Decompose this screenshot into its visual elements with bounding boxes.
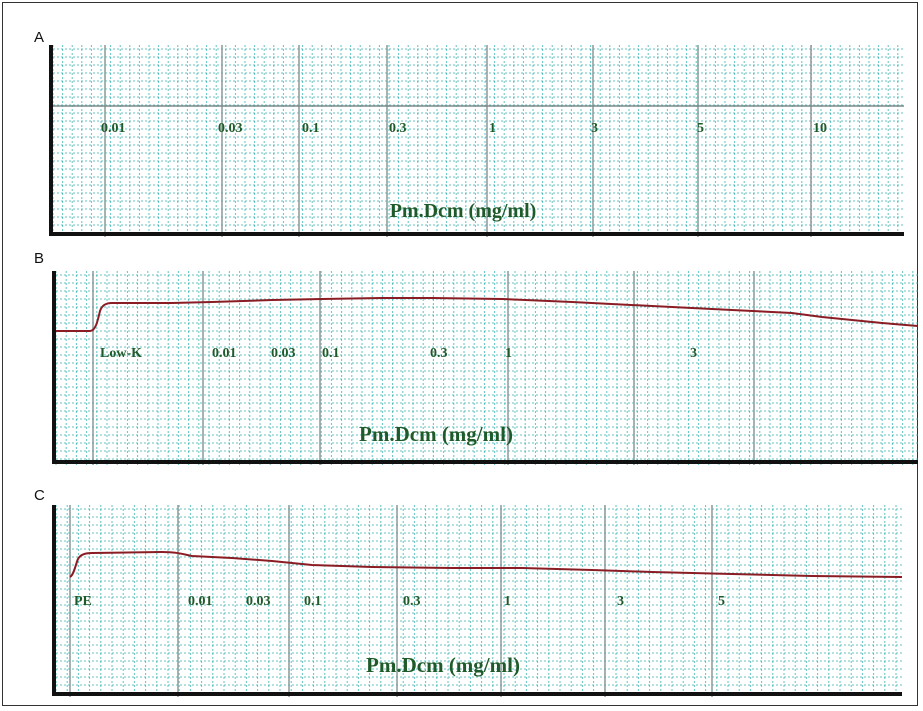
tick-label: 0.03 <box>271 346 296 361</box>
tension-trace <box>69 550 902 578</box>
panel-b-label: B <box>34 250 45 267</box>
tick-label: 0.1 <box>322 346 340 361</box>
grid-minor <box>49 45 904 237</box>
grid-major <box>69 505 713 697</box>
tick-label: 0.1 <box>302 121 320 136</box>
tick-label: 0.01 <box>188 594 213 609</box>
tension-trace <box>52 297 918 332</box>
tick-labels: Low-K 0.01 0.03 0.1 0.3 1 3 <box>100 346 697 361</box>
tick-label: 1 <box>505 346 512 361</box>
tick-label: 0.03 <box>218 121 243 136</box>
tick-label: 3 <box>690 346 697 361</box>
tick-label: 0.1 <box>304 594 322 609</box>
tick-label: 0.3 <box>403 594 421 609</box>
tick-label: 1 <box>489 121 496 136</box>
panel-c-chart: PE 0.01 0.03 0.1 0.3 1 3 5 Pm.Dcm (mg/ml) <box>52 505 902 697</box>
tick-label: 0.3 <box>430 346 448 361</box>
tick-label: Low-K <box>100 346 142 361</box>
tick-label: 10 <box>813 121 827 136</box>
panel-b-chart: Low-K 0.01 0.03 0.1 0.3 1 3 Pm.Dcm (mg/ml) <box>52 271 918 465</box>
tick-labels: PE 0.01 0.03 0.1 0.3 1 3 5 <box>74 594 725 609</box>
tick-label: 5 <box>718 594 725 609</box>
x-axis-label: Pm.Dcm (mg/ml) <box>359 422 513 446</box>
x-axis-label: Pm.Dcm (mg/ml) <box>390 200 537 222</box>
tick-label: 0.01 <box>212 346 237 361</box>
tick-label: 0.3 <box>389 121 407 136</box>
tick-label: 3 <box>591 121 598 136</box>
tick-label: 5 <box>697 121 704 136</box>
grid-major <box>92 271 755 465</box>
panel-a-label: A <box>34 29 45 46</box>
panel-c-label: C <box>34 487 45 504</box>
panel-a-chart: 0.01 0.03 0.1 0.3 1 3 5 10 Pm.Dcm (mg/ml) <box>49 45 904 237</box>
grid-major <box>104 45 812 237</box>
tick-labels: 0.01 0.03 0.1 0.3 1 3 5 10 <box>101 121 827 136</box>
tick-label: 1 <box>504 594 511 609</box>
tick-label: 0.03 <box>246 594 271 609</box>
grid-minor <box>52 505 902 697</box>
grid-minor <box>52 271 918 465</box>
tick-label: 0.01 <box>101 121 126 136</box>
x-axis-label: Pm.Dcm (mg/ml) <box>366 653 520 677</box>
tick-label: 3 <box>617 594 624 609</box>
tick-label: PE <box>74 594 92 609</box>
